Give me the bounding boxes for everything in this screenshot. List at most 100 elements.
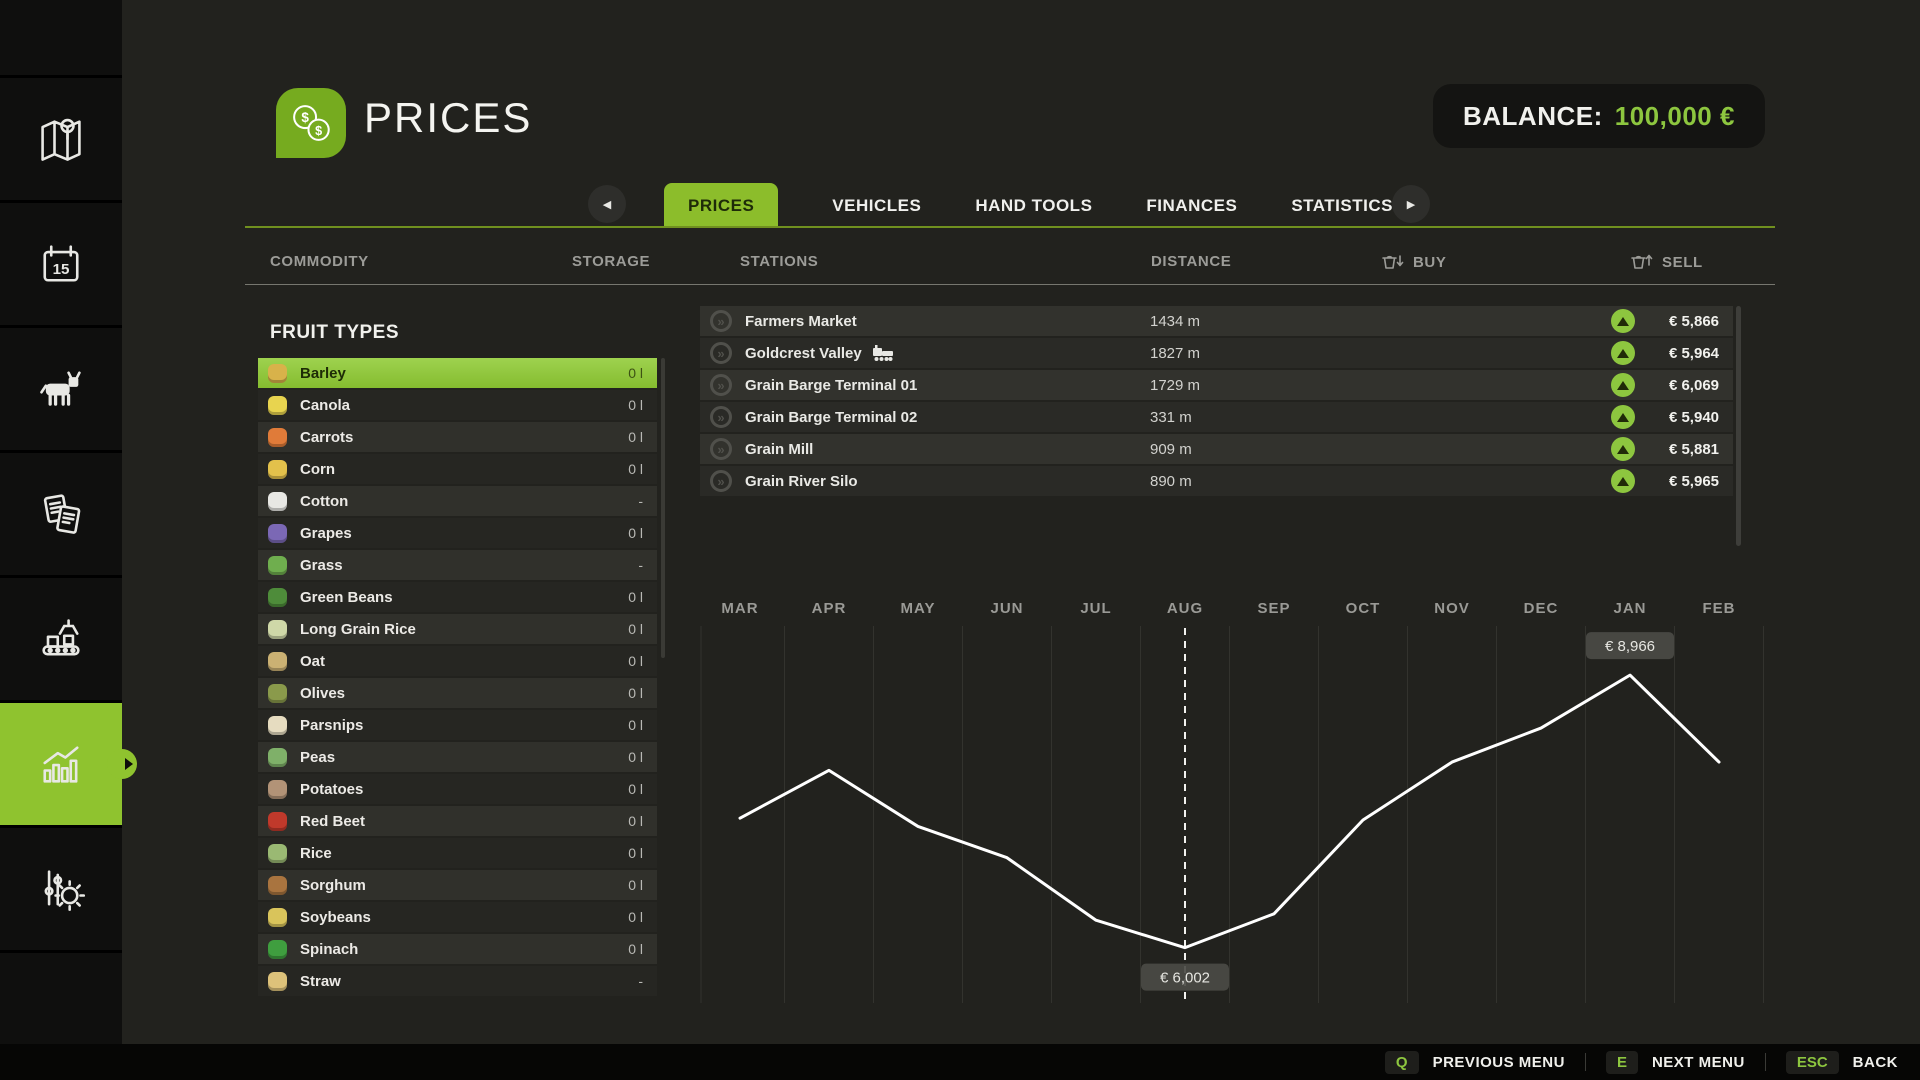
spinach-icon (268, 939, 287, 959)
key-esc[interactable]: ESC (1785, 1050, 1839, 1074)
commodity-row[interactable]: Grass - (258, 550, 657, 580)
commodity-row[interactable]: Olives 0 l (258, 678, 657, 708)
commodity-row[interactable]: Canola 0 l (258, 390, 657, 420)
key-e[interactable]: E (1605, 1050, 1638, 1074)
price-line (738, 673, 1721, 950)
price-trend-up-icon (1611, 437, 1635, 461)
station-row[interactable]: » Farmers Market 1434 m € 5,866 (700, 306, 1733, 336)
commodity-group-title: FRUIT TYPES (270, 322, 400, 343)
station-name: Goldcrest Valley (745, 344, 862, 362)
station-sell-price: € 5,965 (1668, 472, 1719, 490)
commodity-name: Barley (300, 364, 346, 382)
barley-icon (268, 363, 287, 383)
price-trend-up-icon (1611, 341, 1635, 365)
station-row[interactable]: » Grain Mill 909 m € 5,881 (700, 434, 1733, 464)
tabs-next-button[interactable]: ▶ (1392, 185, 1430, 223)
commodity-row[interactable]: Corn 0 l (258, 454, 657, 484)
prices-title-icon: $ $ (276, 88, 346, 158)
commodity-row[interactable]: Carrots 0 l (258, 422, 657, 452)
column-sell[interactable]: SELL (1631, 253, 1703, 271)
tab-prices[interactable]: PRICES (664, 183, 779, 228)
sidebar: 15 (0, 0, 133, 1044)
commodity-row[interactable]: Straw - (258, 966, 657, 996)
station-row[interactable]: » Goldcrest Valley 1827 m € 5,964 (700, 338, 1733, 368)
commodity-row[interactable]: Green Beans 0 l (258, 582, 657, 612)
commodity-row[interactable]: Spinach 0 l (258, 934, 657, 964)
commodity-row[interactable]: Oat 0 l (258, 646, 657, 676)
commodity-name: Red Beet (300, 812, 366, 830)
station-distance: 1827 m (1150, 344, 1201, 362)
sidebar-item-contracts[interactable] (0, 453, 122, 575)
commodity-row[interactable]: Grapes 0 l (258, 518, 657, 548)
sidebar-item-map[interactable] (0, 78, 122, 200)
station-distance: 890 m (1150, 472, 1192, 490)
production-icon (42, 619, 80, 656)
sorghum-icon (268, 875, 287, 895)
svg-text:$: $ (301, 110, 309, 125)
price-trend-up-icon (1611, 469, 1635, 493)
price-trend-up-icon (1611, 309, 1635, 333)
tabs-prev-button[interactable]: ◀ (588, 185, 626, 223)
tab-bar: PRICES VEHICLES HAND TOOLS FINANCES STAT… (664, 183, 1393, 228)
commodity-storage-value: 0 l (628, 461, 643, 477)
oat-icon (268, 651, 287, 671)
tab-hand-tools[interactable]: HAND TOOLS (975, 196, 1093, 215)
commodity-row[interactable]: Cotton - (258, 486, 657, 516)
station-name: Grain Barge Terminal 01 (745, 376, 918, 394)
commodity-name: Rice (300, 844, 332, 862)
rice-icon (268, 843, 287, 863)
tab-vehicles[interactable]: VEHICLES (832, 196, 922, 215)
buy-basket-icon (1382, 255, 1404, 269)
commodity-row[interactable]: Potatoes 0 l (258, 774, 657, 804)
station-distance: 1729 m (1150, 376, 1201, 394)
commodity-row[interactable]: Soybeans 0 l (258, 902, 657, 932)
station-row[interactable]: » Grain River Silo 890 m € 5,965 (700, 466, 1733, 496)
stations-scrollbar[interactable] (1736, 306, 1741, 546)
max-price-callout-box (1586, 632, 1674, 660)
grass-icon (268, 555, 287, 575)
commodity-name: Green Beans (300, 588, 393, 606)
commodity-row[interactable]: Red Beet 0 l (258, 806, 657, 836)
previous-menu-label: PREVIOUS MENU (1432, 1053, 1565, 1071)
chart-month-label: JAN (1613, 600, 1646, 617)
commodity-row[interactable]: Barley 0 l (258, 358, 657, 388)
sidebar-item-calendar[interactable]: 15 (0, 203, 122, 325)
column-sell-label: SELL (1662, 253, 1703, 271)
chart-month-label: OCT (1346, 600, 1381, 617)
tab-statistics[interactable]: STATISTICS (1291, 196, 1393, 215)
column-buy[interactable]: BUY (1382, 253, 1446, 271)
column-commodity: COMMODITY (270, 253, 369, 270)
chart-month-label: NOV (1434, 600, 1470, 617)
sidebar-item-animals[interactable] (0, 328, 122, 450)
commodity-row[interactable]: Rice 0 l (258, 838, 657, 868)
commodity-name: Grapes (300, 524, 352, 542)
commodity-storage-value: - (638, 973, 643, 989)
potato-icon (268, 779, 287, 799)
sidebar-item-production[interactable] (0, 578, 122, 700)
station-distance: 909 m (1150, 440, 1192, 458)
commodity-scrollbar[interactable] (661, 358, 665, 658)
commodity-storage-value: 0 l (628, 845, 643, 861)
commodity-name: Corn (300, 460, 335, 478)
commodity-name: Spinach (300, 940, 359, 958)
commodity-row[interactable]: Sorghum 0 l (258, 870, 657, 900)
sidebar-item-settings[interactable] (0, 828, 122, 950)
sidebar-item-statistics[interactable] (0, 703, 133, 825)
contracts-icon (43, 494, 81, 534)
station-sell-price: € 5,866 (1668, 312, 1719, 330)
commodity-storage-value: 0 l (628, 685, 643, 701)
key-q[interactable]: Q (1384, 1050, 1419, 1074)
commodity-row[interactable]: Long Grain Rice 0 l (258, 614, 657, 644)
station-sell-price: € 5,881 (1668, 440, 1719, 458)
station-row[interactable]: » Grain Barge Terminal 01 1729 m € 6,069 (700, 370, 1733, 400)
commodity-row[interactable]: Peas 0 l (258, 742, 657, 772)
commodity-row[interactable]: Parsnips 0 l (258, 710, 657, 740)
station-row[interactable]: » Grain Barge Terminal 02 331 m € 5,940 (700, 402, 1733, 432)
rice-icon (268, 619, 287, 639)
commodity-storage-value: 0 l (628, 589, 643, 605)
tab-finances[interactable]: FINANCES (1146, 196, 1238, 215)
column-buy-label: BUY (1413, 253, 1447, 271)
chart-month-label: DEC (1524, 600, 1559, 617)
commodity-storage-value: 0 l (628, 653, 643, 669)
chart-month-label: MAY (901, 600, 936, 617)
